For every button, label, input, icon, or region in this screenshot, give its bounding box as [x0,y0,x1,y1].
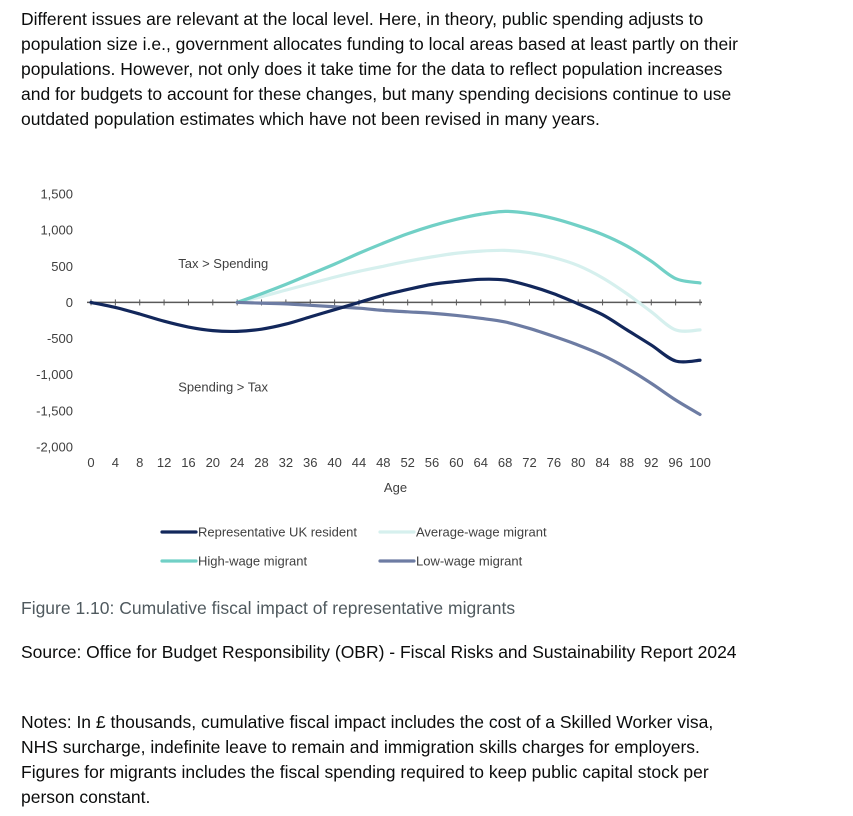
y-tick-label: 0 [66,295,73,310]
x-tick-label: 88 [620,455,634,470]
figure-caption: Figure 1.10: Cumulative fiscal impact of… [21,598,516,618]
x-tick-label: 0 [87,455,94,470]
x-tick-label: 48 [376,455,390,470]
x-tick-label: 92 [644,455,658,470]
x-tick-label: 8 [136,455,143,470]
legend-label: High-wage migrant [198,554,307,569]
x-tick-label: 36 [303,455,317,470]
x-tick-label: 28 [254,455,268,470]
x-tick-label: 24 [230,455,244,470]
y-tick-label: 1,000 [40,223,73,238]
x-tick-label: 52 [400,455,414,470]
y-tick-label: -1,500 [36,403,73,418]
x-tick-label: 84 [595,455,609,470]
chart-lines [89,209,702,417]
y-tick-label: -1,000 [36,367,73,382]
series-line-low-wage-migrant [235,300,702,417]
x-tick-label: 16 [181,455,195,470]
x-tick-label: 4 [112,455,119,470]
chart-annotation: Tax > Spending [178,256,268,271]
source-note: Source: Office for Budget Responsibility… [21,642,737,662]
y-tick-label: -500 [47,331,73,346]
series-line-average-wage-migrant [235,248,702,333]
x-tick-label: 72 [522,455,536,470]
x-tick-label: 44 [352,455,366,470]
chart-annotations: Tax > Spending Spending > Tax [178,256,268,395]
intro-paragraph: Different issues are relevant at the loc… [21,9,738,129]
x-axis-title: Age [384,480,407,495]
y-tick-label: 500 [51,259,73,274]
series-line-representative-uk-resident [89,277,702,364]
chart-annotation: Spending > Tax [178,380,268,395]
x-tick-label: 40 [327,455,341,470]
x-tick-label: 80 [571,455,585,470]
x-tick-label: 60 [449,455,463,470]
y-tick-label: 1,500 [40,187,73,202]
x-tick-label: 56 [425,455,439,470]
x-tick-label: 76 [547,455,561,470]
x-tick-label: 20 [206,455,220,470]
x-tick-label: 64 [474,455,488,470]
x-tick-label: 100 [689,455,711,470]
x-tick-label: 12 [157,455,171,470]
x-tick-label: 96 [668,455,682,470]
legend-label: Low-wage migrant [416,554,523,569]
y-tick-label: -2,000 [36,440,73,455]
x-tick-label: 68 [498,455,512,470]
legend-label: Representative UK resident [198,525,357,540]
legend-label: Average-wage migrant [416,525,547,540]
x-tick-label: 32 [279,455,293,470]
chart-legend: Representative UK resident Average-wage m… [160,525,547,569]
notes-paragraph: Notes: In £ thousands, cumulative fiscal… [21,712,714,807]
series-line-high-wage-migrant [235,209,702,305]
